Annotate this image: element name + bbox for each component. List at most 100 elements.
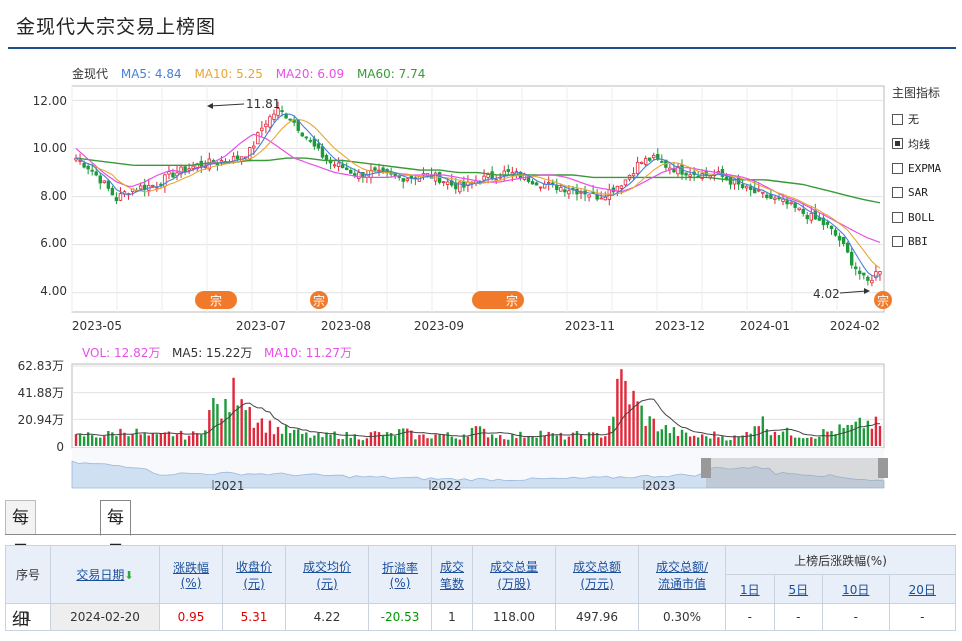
col-header-avg[interactable]: 成交均价 (元) <box>285 545 369 604</box>
checkbox-icon[interactable] <box>892 162 903 174</box>
block-trade-marker[interactable] <box>874 291 892 309</box>
volume-bar <box>806 437 809 446</box>
header-line[interactable]: 成交总量 <box>489 559 538 574</box>
indicator-sar[interactable]: SAR <box>892 181 941 206</box>
header-line[interactable]: (万元) <box>580 576 614 591</box>
col-header-d10[interactable]: 10日 <box>822 574 890 604</box>
volume-bar <box>119 428 122 446</box>
col-header-amount[interactable]: 成交总额 (万元) <box>555 545 639 604</box>
price-tick-label: 8.00 <box>40 189 67 203</box>
col-header-count[interactable]: 成交 笔数 <box>431 545 473 604</box>
header-line[interactable]: 流通市值 <box>657 576 706 591</box>
indicator-ma[interactable]: 均线 <box>892 132 941 157</box>
col-header-date[interactable]: 交易日期⬇ <box>50 545 160 604</box>
header-line[interactable]: 笔数 <box>439 576 464 591</box>
volume-bar <box>676 435 680 446</box>
candle <box>530 181 535 185</box>
volume-bar <box>365 438 369 446</box>
volume-bar <box>741 435 744 446</box>
volume-bar <box>543 435 546 446</box>
header-line[interactable]: 1日 <box>739 582 760 597</box>
volume-bar <box>341 439 344 446</box>
header-line[interactable]: (万股) <box>497 576 531 591</box>
volume-bar <box>402 428 405 446</box>
header-line[interactable]: (元) <box>316 576 338 591</box>
cell-count: 1 <box>431 603 473 631</box>
volume-bar <box>717 437 720 446</box>
header-line[interactable]: (元) <box>243 576 265 591</box>
candle <box>264 123 268 128</box>
header-line[interactable]: (%) <box>389 576 411 590</box>
candle <box>486 174 490 178</box>
volume-bar <box>486 437 490 446</box>
volume-bar <box>131 433 134 446</box>
checkbox-icon[interactable] <box>892 187 903 199</box>
volume-bar <box>212 398 215 446</box>
col-header-ratio[interactable]: 成交总额/流通市值 <box>638 545 726 604</box>
volume-bar <box>527 435 530 446</box>
cell-date: 2024-02-20 <box>50 603 160 631</box>
header-line[interactable]: 折溢率 <box>381 561 418 575</box>
header-line[interactable]: 收盘价 <box>235 559 272 574</box>
volume-bar <box>369 432 373 446</box>
checkbox-icon[interactable] <box>892 113 903 125</box>
indicator-none[interactable]: 无 <box>892 107 941 132</box>
indicator-expma[interactable]: EXPMA <box>892 156 941 181</box>
indicator-bbi[interactable]: BBI <box>892 230 941 255</box>
volume-bar <box>583 439 587 446</box>
price-plot-frame <box>71 85 885 313</box>
col-header-d1[interactable]: 1日 <box>725 574 775 604</box>
col-header-d5[interactable]: 5日 <box>773 574 824 604</box>
block-trade-marker[interactable] <box>310 291 328 309</box>
candle <box>789 201 793 205</box>
navigator-right-handle[interactable] <box>878 458 888 478</box>
candle <box>797 207 801 211</box>
volume-bar <box>123 432 126 446</box>
checkbox-icon[interactable] <box>892 236 903 248</box>
volume-bar <box>822 429 825 446</box>
header-line[interactable]: 20日 <box>908 582 936 597</box>
header-line[interactable]: 5日 <box>788 582 809 597</box>
volume-bar <box>357 439 361 446</box>
col-header-close[interactable]: 收盘价 (元) <box>222 545 286 604</box>
date-tick-label: 2024-02 <box>830 319 880 333</box>
volume-bar <box>604 436 607 446</box>
header-line[interactable]: 成交均价 <box>302 559 351 574</box>
candle <box>344 167 349 171</box>
candle <box>373 167 377 171</box>
block-trade-markers[interactable]: 宗 宗 宗 宗 <box>195 291 892 309</box>
navigator-selection[interactable] <box>706 458 884 488</box>
volume-bar <box>503 439 506 446</box>
candlestick-chart[interactable]: 12.00 10.00 8.00 6.00 4.00 11.81 4.02 宗 … <box>0 60 962 500</box>
candle <box>567 190 571 195</box>
tab-daily-detail[interactable]: 每日明细 <box>5 500 36 630</box>
block-trade-marker[interactable] <box>472 291 524 309</box>
col-header-d20[interactable]: 20日 <box>888 574 956 604</box>
candle <box>547 182 551 184</box>
indicator-boll[interactable]: BOLL <box>892 205 941 230</box>
header-line[interactable]: 涨跌幅 <box>172 561 209 575</box>
header-line[interactable]: 成交 <box>439 559 464 574</box>
header-line[interactable]: (%) <box>180 576 202 590</box>
header-line[interactable]: 成交总额/ <box>655 559 709 574</box>
candle <box>538 186 543 189</box>
checkbox-icon[interactable] <box>892 211 903 223</box>
volume-bar <box>567 436 571 446</box>
volume-bar <box>329 434 332 446</box>
checkbox-checked-icon[interactable] <box>892 138 903 150</box>
legend-stock-name: 金现代 <box>72 67 109 81</box>
candle <box>858 270 862 275</box>
col-header-change[interactable]: 涨跌幅 (%) <box>159 545 223 604</box>
volume-bar <box>191 431 195 446</box>
sort-down-icon[interactable]: ⬇ <box>124 569 134 582</box>
volume-bar <box>143 433 146 446</box>
col-header-volume[interactable]: 成交总量 (万股) <box>472 545 556 604</box>
tab-daily-stats[interactable]: 每日统计 <box>100 500 131 630</box>
candle <box>248 147 252 160</box>
header-line[interactable]: 成交总额 <box>572 559 621 574</box>
header-line[interactable]: 10日 <box>842 582 870 597</box>
block-trade-marker[interactable] <box>195 291 237 309</box>
navigator-left-handle[interactable] <box>701 458 711 478</box>
sortable-header-label[interactable]: 交易日期 <box>76 568 125 582</box>
col-header-premium[interactable]: 折溢率 (%) <box>368 545 432 604</box>
